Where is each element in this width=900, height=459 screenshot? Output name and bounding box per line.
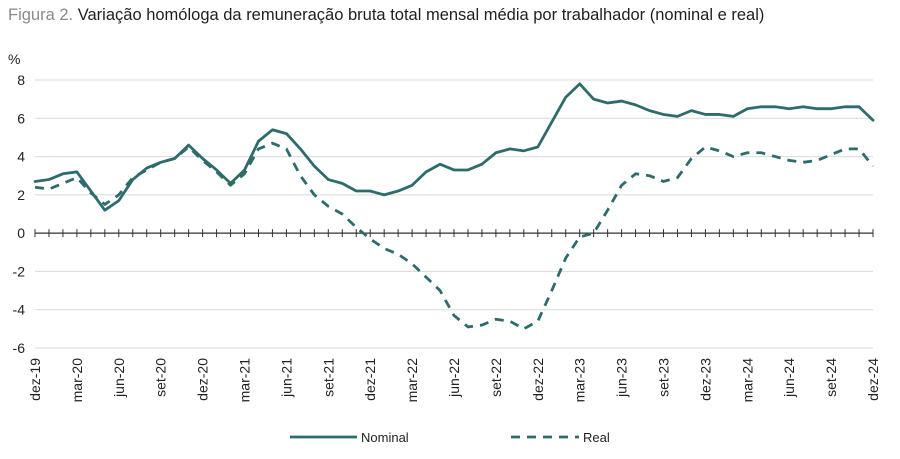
- x-tick-label: set-22: [488, 358, 504, 397]
- chart-title: Figura 2. Variação homóloga da remuneraç…: [8, 6, 764, 25]
- x-tick-label: mar-24: [739, 358, 755, 403]
- x-tick-label: jun-21: [278, 358, 294, 398]
- x-tick-label: jun-20: [111, 358, 127, 398]
- x-tick-label: dez-22: [530, 358, 546, 401]
- x-tick-label: jun-23: [614, 358, 630, 398]
- x-tick-label: mar-20: [69, 358, 85, 403]
- figure-label: Figura 2.: [8, 6, 74, 24]
- gridlines: [35, 79, 873, 349]
- y-axis-unit: %: [8, 51, 20, 67]
- y-tick-label: 0: [17, 225, 25, 241]
- x-tick-label: set-21: [320, 358, 336, 397]
- y-tick-label: 8: [17, 72, 25, 88]
- y-tick-label: 6: [17, 110, 25, 126]
- legend-label-real: Real: [583, 430, 610, 445]
- x-tick-label: dez-20: [195, 358, 211, 401]
- x-tick-label: mar-22: [404, 358, 420, 403]
- y-axis: 8 6 4 2 0 -2 -4 -6: [13, 72, 26, 356]
- x-tick-label: jun-24: [781, 358, 797, 398]
- legend: Nominal Real: [290, 430, 610, 445]
- x-tick-label: jun-22: [446, 358, 462, 398]
- y-tick-label: 4: [17, 149, 25, 165]
- x-tick-label: dez-19: [27, 358, 43, 401]
- x-axis: dez-19 mar-20 jun-20 set-20 dez-20 mar-21 jun-…: [27, 229, 881, 402]
- y-tick-label: -6: [13, 340, 26, 356]
- x-tick-label: dez-21: [362, 358, 378, 401]
- series-line-real: [34, 141, 875, 331]
- x-tick-label: dez-23: [697, 358, 713, 401]
- title-text: Variação homóloga da remuneração bruta t…: [77, 6, 765, 24]
- x-tick-label: set-20: [153, 358, 169, 397]
- series-group: [33, 82, 875, 331]
- x-tick-label: set-23: [656, 358, 672, 397]
- x-tick-label: mar-23: [572, 358, 588, 403]
- x-tick-label: mar-21: [237, 358, 253, 403]
- x-tick-label: set-24: [823, 358, 839, 397]
- series-line-nominal: [33, 82, 875, 212]
- y-tick-label: -4: [13, 302, 26, 318]
- x-tick-label: dez-24: [865, 358, 881, 401]
- y-tick-label: -2: [13, 263, 26, 279]
- y-tick-label: 2: [17, 187, 25, 203]
- legend-label-nominal: Nominal: [361, 430, 409, 445]
